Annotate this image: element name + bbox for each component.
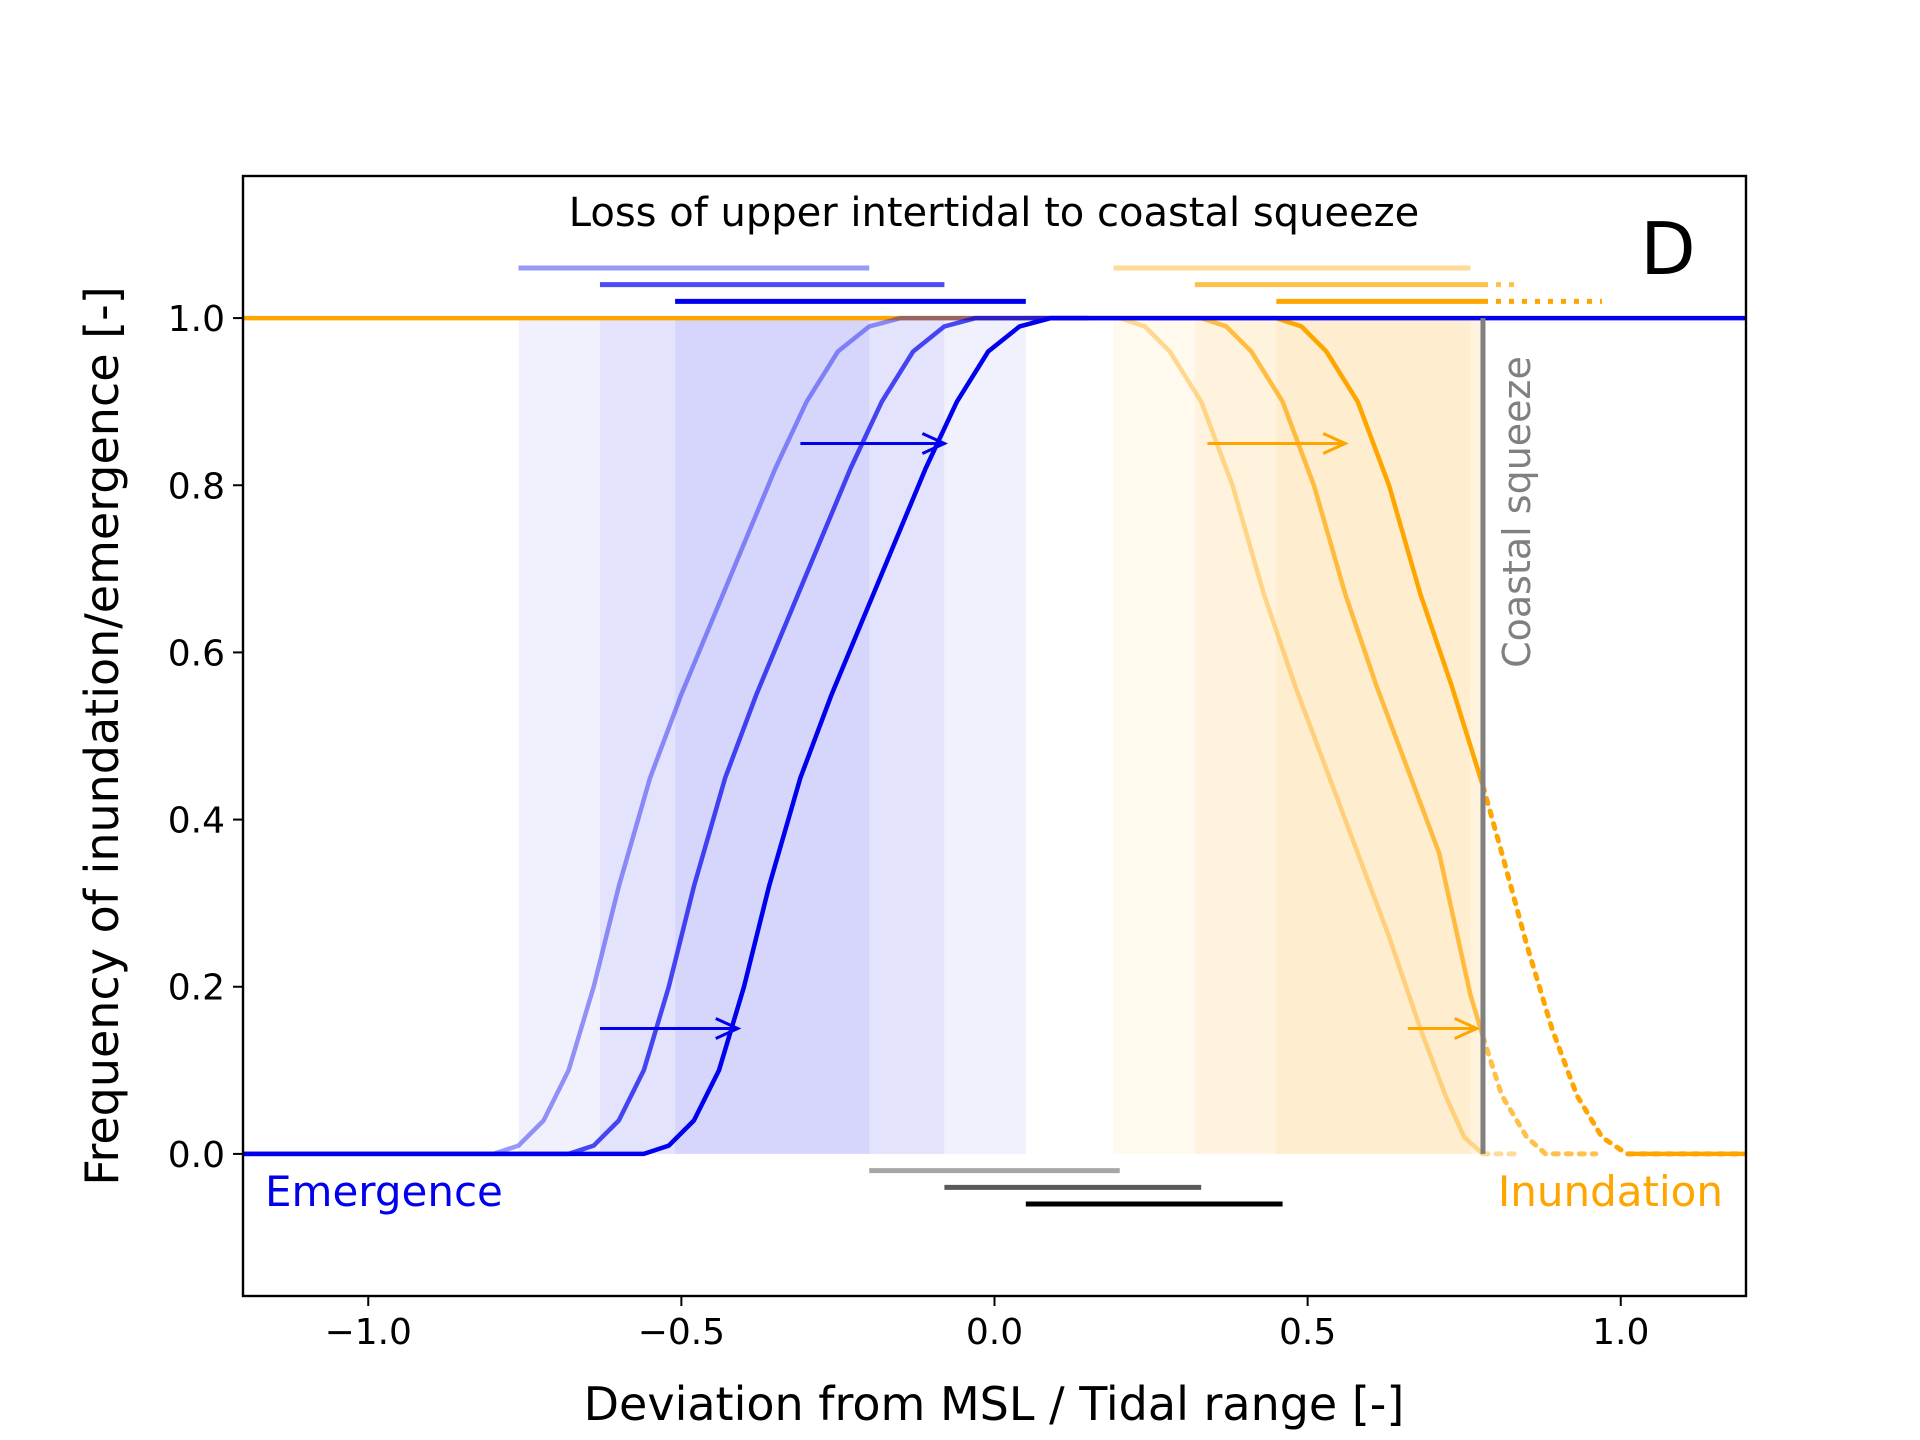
emergence-curve-1 [243, 315, 1089, 1157]
emergence-shift-arrowhead-2 [921, 432, 949, 455]
inundation-shift-arrowhead-4 [1454, 1017, 1481, 1040]
x-tick-label-4: 1.0 [1592, 1312, 1649, 1353]
inundation-curve-2 [1025, 315, 1486, 1038]
frequency-curves [243, 315, 1746, 1157]
x-tick-label-2: 0.0 [966, 1312, 1023, 1353]
y-axis: 0.0 0.2 0.4 0.6 0.8 1.0 [168, 299, 243, 1176]
inundation-band-1 [1113, 318, 1471, 1154]
inundation-curve-lost-3 [1480, 783, 1746, 1157]
x-tick-label-0: −1.0 [325, 1312, 412, 1353]
x-axis-label: Deviation from MSL / Tidal range [-] [584, 1377, 1405, 1431]
x-tick-label-1: −0.5 [638, 1312, 725, 1353]
inundation-shift-arrowhead-3 [1322, 432, 1349, 455]
y-tick-label-0: 0.0 [168, 1135, 225, 1176]
inundation-curve-1 [1025, 315, 1485, 1156]
y-tick-label-4: 0.8 [168, 466, 225, 507]
panel-label: D [1640, 207, 1695, 291]
shaded-bands [518, 318, 1483, 1154]
shift-arrows [599, 432, 1481, 1040]
emergence-curve-3 [243, 315, 1746, 1157]
x-axis: −1.0 −0.5 0.0 0.5 1.0 [325, 1296, 1649, 1353]
inundation-curve-lost-2 [1480, 1034, 1599, 1157]
emergence-band-2 [599, 318, 945, 1154]
y-tick-label-2: 0.4 [168, 801, 225, 842]
emergence-shift-arrowhead-1 [715, 1017, 742, 1040]
y-tick-label-3: 0.6 [168, 633, 225, 674]
inundation-curve-3 [243, 315, 1486, 787]
emergence-curve-2 [243, 315, 1089, 1157]
x-tick-label-3: 0.5 [1279, 1312, 1336, 1353]
inundation-label: Inundation [1498, 1167, 1723, 1216]
y-tick-label-1: 0.2 [168, 968, 225, 1009]
y-tick-label-5: 1.0 [168, 299, 225, 340]
emergence-band-1 [518, 318, 870, 1154]
y-axis-label: Frequency of inundation/emergence [-] [75, 286, 129, 1185]
chart-title: Loss of upper intertidal to coastal sque… [569, 190, 1419, 236]
range-bars [518, 265, 1602, 1207]
inundation-band-2 [1194, 318, 1483, 1154]
coastal-squeeze-label: Coastal squeeze [1495, 356, 1539, 668]
emergence-label: Emergence [265, 1167, 503, 1216]
